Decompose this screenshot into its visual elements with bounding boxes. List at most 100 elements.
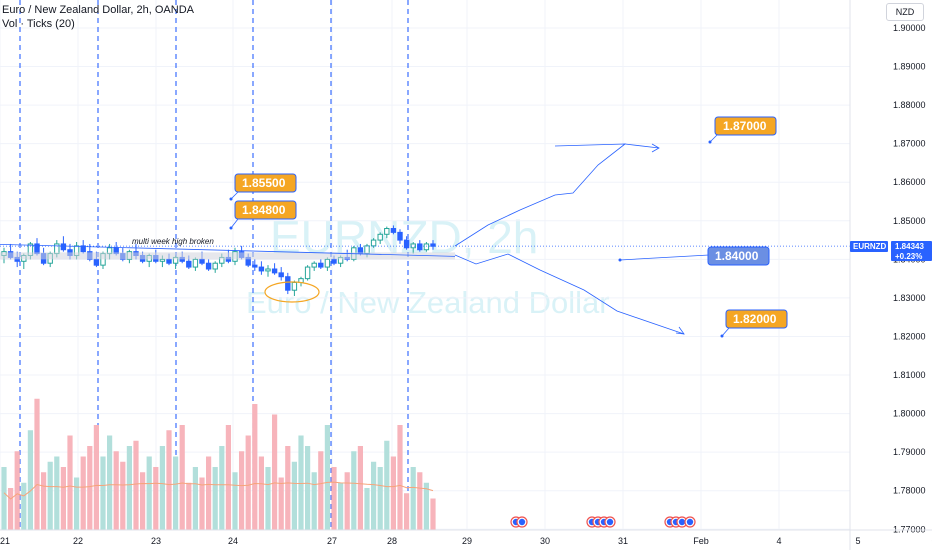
event-marker[interactable]: [684, 516, 696, 528]
candle[interactable]: [192, 257, 199, 271]
candle[interactable]: [377, 232, 383, 244]
candle-body: [199, 258, 205, 264]
volume-bar: [430, 498, 436, 530]
volume-bar: [404, 493, 410, 530]
candle-body: [212, 262, 218, 270]
annotation[interactable]: multi week high broken: [132, 237, 214, 246]
candle[interactable]: [285, 272, 291, 295]
volume-bar: [245, 435, 251, 530]
candle-body: [186, 260, 192, 268]
chart-legend[interactable]: Euro / New Zealand Dollar, 2h, OANDA Vol…: [2, 3, 194, 31]
volume-bar: [225, 425, 231, 530]
candle-body: [370, 239, 377, 247]
candle-body: [205, 262, 212, 270]
candle[interactable]: [397, 229, 403, 244]
price-tick: 1.82000: [893, 331, 926, 341]
candle-body: [417, 243, 423, 251]
volume-bar: [410, 467, 416, 530]
symbol-title[interactable]: Euro / New Zealand Dollar, 2h, OANDA: [2, 4, 194, 16]
callout-label: 1.87000: [723, 119, 767, 133]
volume-bar: [140, 472, 146, 530]
candle-body: [192, 258, 199, 268]
candle-body: [423, 243, 430, 251]
candle-body: [93, 258, 100, 266]
candle-body: [318, 262, 324, 268]
last-price-value: 1.84343: [895, 242, 924, 251]
price-tick: 1.83000: [893, 293, 926, 303]
candle[interactable]: [417, 240, 423, 252]
candle-body: [331, 258, 337, 264]
candle[interactable]: [390, 225, 397, 235]
price-tick: 1.86000: [893, 177, 926, 187]
volume-bar: [377, 467, 383, 530]
event-marker[interactable]: [676, 516, 688, 528]
support-zone[interactable]: [0, 252, 455, 260]
low-highlight-ellipse[interactable]: [264, 281, 320, 303]
volume-bar: [87, 446, 93, 530]
last-price-tag: EURNZD 1.84343 +0.23%: [850, 241, 932, 261]
candle-body: [384, 228, 390, 235]
price-axis[interactable]: 1.90000 1.89000 1.88000 1.87000 1.86000 1.850…: [849, 0, 932, 550]
candle-body: [397, 231, 403, 241]
candle[interactable]: [252, 259, 258, 271]
candle-body: [390, 228, 397, 233]
candle[interactable]: [60, 236, 67, 252]
date-tick: 24: [228, 536, 238, 546]
economic-events[interactable]: [510, 516, 696, 528]
volume-bar: [357, 446, 363, 530]
volume-bar: [93, 425, 99, 530]
candle[interactable]: [423, 242, 430, 252]
candle[interactable]: [403, 236, 410, 250]
candle[interactable]: [311, 261, 317, 271]
volume-legend[interactable]: Vol · Ticks (20): [2, 18, 75, 30]
volume-bar: [179, 425, 185, 530]
projection-paths[interactable]: [454, 143, 685, 335]
date-tick: 5: [855, 536, 860, 546]
callouts[interactable]: 1.85500 1.84800 1.87000 1.84000 1.82000: [229, 116, 788, 338]
date-tick: 31: [618, 536, 628, 546]
candle[interactable]: [271, 263, 278, 275]
volume-bar: [8, 488, 14, 530]
price-tick: 1.85000: [893, 216, 926, 226]
price-tick: 1.90000: [893, 23, 926, 33]
candle[interactable]: [324, 257, 331, 271]
volume-bar: [113, 451, 119, 530]
candle[interactable]: [384, 226, 390, 239]
candle[interactable]: [304, 265, 311, 281]
candle-body: [159, 258, 166, 262]
date-axis[interactable]: 212223242728293031Feb456: [0, 529, 932, 546]
currency-button[interactable]: NZD: [886, 3, 924, 21]
candle[interactable]: [430, 240, 436, 250]
callout-1-82000: 1.82000: [720, 309, 788, 338]
candle[interactable]: [265, 265, 271, 277]
candle[interactable]: [318, 259, 324, 269]
candle[interactable]: [212, 261, 218, 273]
price-tick: 1.89000: [893, 62, 926, 72]
volume-bar: [186, 482, 192, 530]
candle[interactable]: [258, 261, 265, 275]
price-tick: 1.80000: [893, 409, 926, 419]
candle-body: [252, 264, 258, 268]
volume-bar: [232, 472, 238, 530]
candle[interactable]: [278, 267, 284, 281]
event-marker[interactable]: [604, 516, 616, 528]
volume-bar: [272, 414, 278, 530]
last-price-change: +0.23%: [895, 252, 922, 261]
date-tick: 30: [540, 536, 550, 546]
callout-1-84000: 1.84000: [618, 246, 770, 266]
support-line[interactable]: [0, 243, 456, 257]
candle-body: [430, 243, 436, 247]
candle[interactable]: [370, 238, 377, 248]
event-marker[interactable]: [516, 516, 528, 528]
volume-bar: [199, 477, 205, 530]
candle[interactable]: [205, 259, 212, 271]
callout-label: 1.82000: [733, 312, 777, 326]
volume-bar: [390, 456, 396, 530]
candle-body: [377, 233, 383, 241]
volume-bar: [133, 440, 139, 530]
volume-bar: [298, 435, 304, 530]
candle-body: [271, 268, 278, 274]
volume-bar: [318, 451, 324, 530]
volume-bar: [100, 456, 106, 530]
